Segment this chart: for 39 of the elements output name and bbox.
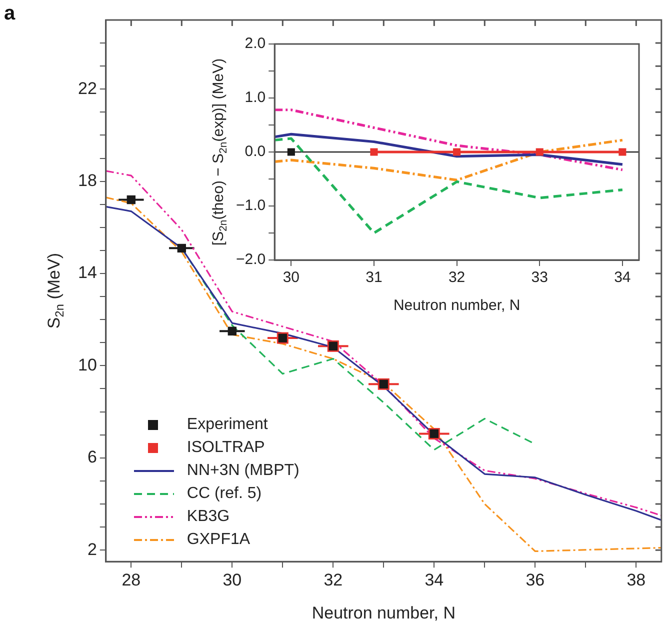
line-series	[274, 137, 624, 234]
x-tick-label: 34	[424, 570, 444, 590]
x-tick-label: 32	[448, 269, 466, 286]
legend-label: Experiment	[186, 416, 268, 434]
legend-label: ISOLTRAP	[186, 439, 265, 458]
x-tick-label: 30	[282, 269, 300, 286]
point	[177, 244, 186, 252]
y-tick-label: 6	[87, 448, 97, 467]
legend-label: CC (ref. 5)	[186, 485, 262, 504]
x-tick-label: 36	[526, 570, 545, 590]
x-axis-title: Neutron number, N	[312, 604, 456, 623]
y-tick-label: 18	[78, 171, 97, 190]
y-tick-label: 1.0	[244, 89, 266, 106]
y-tick-label: −2.0	[236, 251, 266, 268]
legend-label: KB3G	[186, 508, 230, 526]
x-tick-label: 32	[324, 570, 343, 590]
x-tick-label: 34	[614, 269, 631, 286]
y-tick-label: 2.0	[244, 35, 266, 52]
line-series	[274, 108, 624, 172]
text: a	[4, 2, 16, 25]
legend-label: GXPF1A	[186, 531, 250, 550]
y-axis-title: S2n (MeV)	[44, 253, 66, 329]
legend-label: NN+3N (MBPT)	[186, 462, 300, 480]
x-tick-label: 38	[626, 570, 646, 590]
y-tick-label: 14	[78, 263, 97, 282]
line-series	[274, 138, 624, 182]
x-tick-label: 30	[222, 570, 242, 590]
y-tick-label: 10	[78, 355, 97, 374]
x-axis-title: Neutron number, N	[393, 297, 520, 314]
y-tick-label: −1.0	[236, 197, 266, 214]
point	[126, 195, 136, 204]
y-tick-label: 0.0	[244, 143, 266, 160]
x-tick-label: 28	[122, 570, 141, 590]
y-tick-label: 2	[87, 540, 97, 559]
x-tick-label: 31	[366, 269, 382, 286]
x-tick-label: 33	[531, 269, 548, 286]
point	[228, 326, 236, 336]
y-tick-label: 22	[78, 78, 97, 98]
y-axis-title: [S2n(theo) − S2n(exp)] (MeV)	[210, 58, 230, 246]
